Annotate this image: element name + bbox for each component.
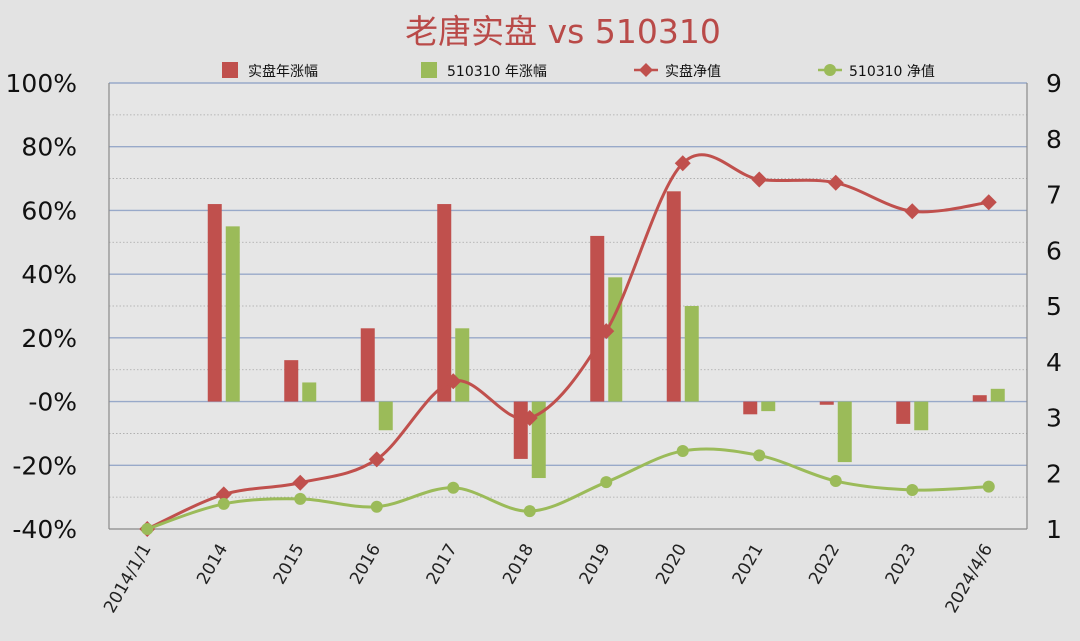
bar-1: [972, 395, 987, 402]
bar-1: [896, 401, 911, 424]
bar-2: [455, 328, 470, 402]
y-left-tick-label: -20%: [12, 451, 77, 480]
line-point-circle: [982, 480, 995, 493]
line-point-circle: [829, 475, 842, 488]
bar-2: [761, 401, 776, 412]
x-tick-label: 2017: [423, 541, 462, 588]
y-right-tick-label: 5: [1046, 292, 1062, 321]
x-tick-label: 2018: [499, 541, 538, 588]
bar-2: [302, 382, 317, 402]
line-point-circle: [294, 492, 307, 505]
y-right-tick-label: 9: [1046, 69, 1062, 98]
y-left-tick-label: 20%: [21, 324, 77, 353]
bar-2: [837, 401, 852, 463]
y-left-tick-label: 80%: [21, 133, 77, 162]
line-point-diamond: [827, 174, 844, 191]
y-right-tick-label: 8: [1046, 125, 1062, 154]
line-point-diamond: [904, 203, 921, 220]
y-right-tick-label: 6: [1046, 236, 1062, 265]
bar-1: [437, 204, 452, 402]
line-point-diamond: [674, 155, 691, 172]
legend-label-bar-1: 实盘年涨幅: [248, 63, 318, 80]
bar-2: [225, 226, 240, 402]
x-tick-label: 2022: [805, 541, 844, 588]
line-point-circle: [906, 483, 919, 496]
legend-label-bar-2: 510310 年涨幅: [447, 64, 547, 80]
line-point-diamond: [368, 451, 385, 468]
line-point-diamond: [215, 486, 232, 503]
y-left-tick-label: 40%: [21, 260, 77, 289]
bar-2: [378, 401, 393, 431]
y-left-tick-label: -0%: [28, 388, 77, 417]
x-tick-label: 2021: [729, 541, 768, 588]
chart-title: 老唐实盘 vs 510310: [405, 12, 721, 51]
y-right-tick-label: 1: [1046, 515, 1062, 544]
bar-2: [531, 401, 546, 479]
line-point-circle: [600, 476, 613, 489]
bar-2: [914, 401, 929, 431]
y-left-tick-label: 100%: [6, 69, 77, 98]
bar-2: [990, 388, 1005, 402]
y-right-tick-label: 7: [1046, 181, 1062, 210]
line-point-diamond: [751, 171, 768, 188]
x-tick-label: 2015: [270, 541, 309, 588]
line-point-diamond: [980, 194, 997, 211]
y-right-tick-label: 4: [1046, 348, 1062, 377]
legend-swatch-bar-1: [222, 62, 238, 78]
bar-2: [608, 277, 623, 402]
plot-area: -40% -20% -0% 20% 40% 60% 80% 100% 1 2 3 4 5 6 7 8 9 2014…: [6, 69, 1062, 617]
bar-1: [360, 328, 375, 402]
line-point-diamond: [598, 323, 615, 340]
bar-1: [666, 191, 681, 402]
bar-1: [819, 401, 834, 405]
legend-circle-marker: [824, 64, 836, 76]
x-tick-label: 2020: [652, 541, 691, 588]
y-right-tick-label: 2: [1046, 459, 1062, 488]
legend-swatch-bar-2: [421, 62, 437, 78]
bar-1: [513, 401, 528, 459]
bar-2: [684, 306, 699, 402]
x-tick-label: 2019: [576, 541, 615, 588]
y-right-tick-label: 3: [1046, 404, 1062, 433]
bar-1: [284, 360, 299, 402]
line-point-diamond: [445, 373, 462, 390]
line-point-circle: [447, 481, 460, 494]
x-tick-label: 2014: [193, 541, 232, 588]
bar-1: [207, 204, 222, 402]
x-tick-label: 2024/4/6: [942, 541, 998, 617]
x-tick-label: 2014/1/1: [100, 541, 156, 617]
x-tick-label: 2023: [882, 541, 921, 588]
line-point-circle: [523, 505, 536, 518]
line-point-circle: [676, 444, 689, 457]
x-tick-label: 2016: [346, 541, 385, 588]
legend-diamond-marker: [639, 63, 653, 77]
bar-1: [743, 401, 758, 415]
y-left-tick-label: 60%: [21, 196, 77, 225]
line-point-circle: [370, 500, 383, 513]
legend: 实盘年涨幅 510310 年涨幅 实盘净值 510310 净值: [222, 62, 935, 80]
line-point-circle: [141, 523, 154, 535]
y-left-tick-label: -40%: [12, 515, 77, 544]
line-point-diamond: [521, 410, 538, 427]
line-point-diamond: [292, 474, 309, 491]
legend-label-line-2: 510310 净值: [849, 64, 935, 80]
line-point-circle: [217, 497, 230, 510]
bar-1: [590, 235, 605, 402]
legend-label-line-1: 实盘净值: [665, 63, 721, 80]
line-point-circle: [753, 449, 766, 462]
